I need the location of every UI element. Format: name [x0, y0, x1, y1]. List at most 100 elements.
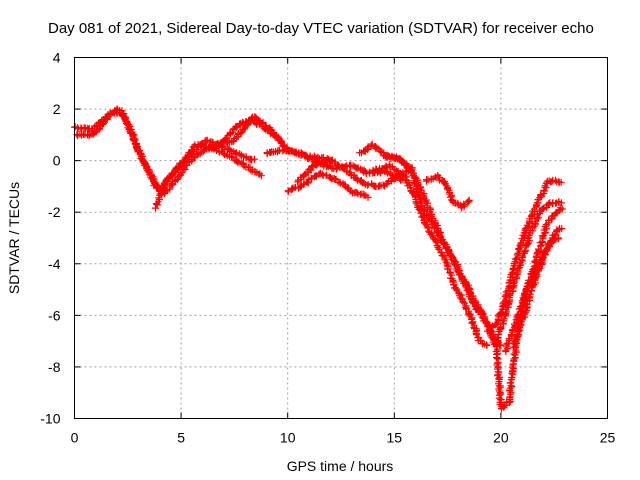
x-axis-label: GPS time / hours	[287, 458, 394, 474]
data-point-marker	[526, 290, 534, 298]
x-tick-label: 20	[493, 430, 509, 446]
y-tick-label: -2	[48, 204, 61, 220]
x-tick-label: 5	[177, 430, 185, 446]
data-point-marker	[130, 131, 138, 139]
data-point-marker	[300, 172, 308, 179]
data-point-marker	[267, 125, 275, 133]
data-point-marker	[379, 181, 387, 189]
data-point-marker	[402, 176, 410, 184]
data-point-marker	[557, 178, 565, 186]
y-tick-label: -8	[48, 359, 61, 375]
data-point-marker	[508, 269, 516, 277]
data-point-marker	[255, 117, 263, 125]
data-point-marker	[240, 125, 248, 133]
y-tick-label: -10	[40, 411, 60, 427]
data-point-marker	[175, 163, 183, 171]
data-point-marker	[257, 172, 265, 180]
data-point-marker	[533, 271, 541, 279]
data-point-marker	[364, 193, 372, 201]
data-point-marker	[493, 354, 500, 361]
data-point-marker	[120, 110, 128, 118]
data-point-marker	[184, 152, 192, 160]
series-track-3	[152, 140, 265, 212]
data-point-marker	[427, 206, 435, 214]
data-point-marker	[363, 144, 371, 152]
data-point-marker	[557, 199, 565, 207]
data-point-marker	[176, 170, 184, 178]
x-tick-label: 25	[600, 430, 616, 446]
y-tick-label: 0	[53, 153, 61, 169]
data-point-marker	[384, 169, 392, 177]
data-point-marker	[107, 110, 115, 118]
data-point-marker	[483, 341, 491, 349]
data-point-marker	[510, 279, 518, 287]
x-tick-label: 15	[387, 430, 403, 446]
data-point-marker	[421, 220, 429, 228]
data-point-marker	[152, 204, 159, 212]
data-point-marker	[528, 211, 536, 219]
data-point-marker	[364, 143, 372, 151]
data-point-marker	[558, 225, 566, 233]
data-point-marker	[219, 149, 227, 157]
data-point-marker	[459, 298, 467, 306]
series-track-9	[369, 161, 491, 349]
data-layer	[71, 105, 566, 413]
data-point-marker	[558, 205, 566, 213]
data-point-marker	[513, 311, 521, 319]
plot-frame	[74, 57, 608, 419]
data-point-marker	[416, 198, 424, 206]
chart-title: Day 081 of 2021, Sidereal Day-to-day VTE…	[48, 20, 594, 37]
data-point-marker	[403, 161, 411, 169]
data-point-marker	[528, 287, 535, 295]
series-track-2	[73, 107, 286, 197]
y-tick-label: 4	[53, 50, 61, 66]
data-point-marker	[521, 248, 529, 255]
data-point-marker	[461, 282, 469, 290]
data-point-marker	[465, 197, 473, 205]
data-point-marker	[432, 238, 440, 246]
data-point-marker	[460, 200, 468, 208]
data-point-marker	[307, 174, 315, 182]
data-point-marker	[154, 185, 162, 193]
data-point-marker	[364, 181, 372, 189]
series-track-7	[294, 157, 413, 191]
data-point-marker	[251, 155, 258, 163]
series-track-5	[284, 169, 372, 201]
data-point-marker	[496, 310, 504, 318]
y-axis-label: SDTVAR / TECUs	[6, 182, 22, 294]
data-point-marker	[181, 165, 189, 173]
x-tick-label: 10	[280, 430, 296, 446]
data-point-marker	[98, 121, 106, 129]
data-point-marker	[487, 332, 495, 340]
data-point-marker	[232, 124, 240, 132]
data-point-marker	[424, 214, 432, 222]
data-point-marker	[504, 301, 512, 309]
data-point-marker	[452, 284, 460, 292]
grid-layer	[74, 57, 608, 419]
y-tick-label: -4	[48, 256, 61, 272]
data-point-marker	[237, 129, 245, 137]
data-point-marker	[514, 328, 522, 336]
data-point-marker	[452, 285, 460, 293]
data-point-marker	[534, 214, 542, 222]
data-point-marker	[551, 176, 559, 184]
data-point-marker	[158, 190, 165, 198]
data-point-marker	[336, 178, 344, 186]
data-point-marker	[524, 280, 532, 288]
data-point-marker	[512, 335, 519, 343]
series-track-11	[422, 172, 473, 212]
y-tick-label: -6	[48, 307, 61, 323]
x-tick-label: 0	[71, 430, 79, 446]
data-point-marker	[353, 189, 361, 197]
data-point-marker	[304, 179, 312, 187]
data-point-marker	[227, 147, 235, 155]
y-tick-label: 2	[53, 101, 61, 117]
data-point-marker	[320, 154, 328, 162]
data-point-marker	[426, 217, 434, 225]
data-point-marker	[187, 147, 195, 155]
data-point-marker	[448, 275, 456, 283]
data-point-marker	[440, 252, 448, 260]
series-track-15	[510, 224, 566, 351]
